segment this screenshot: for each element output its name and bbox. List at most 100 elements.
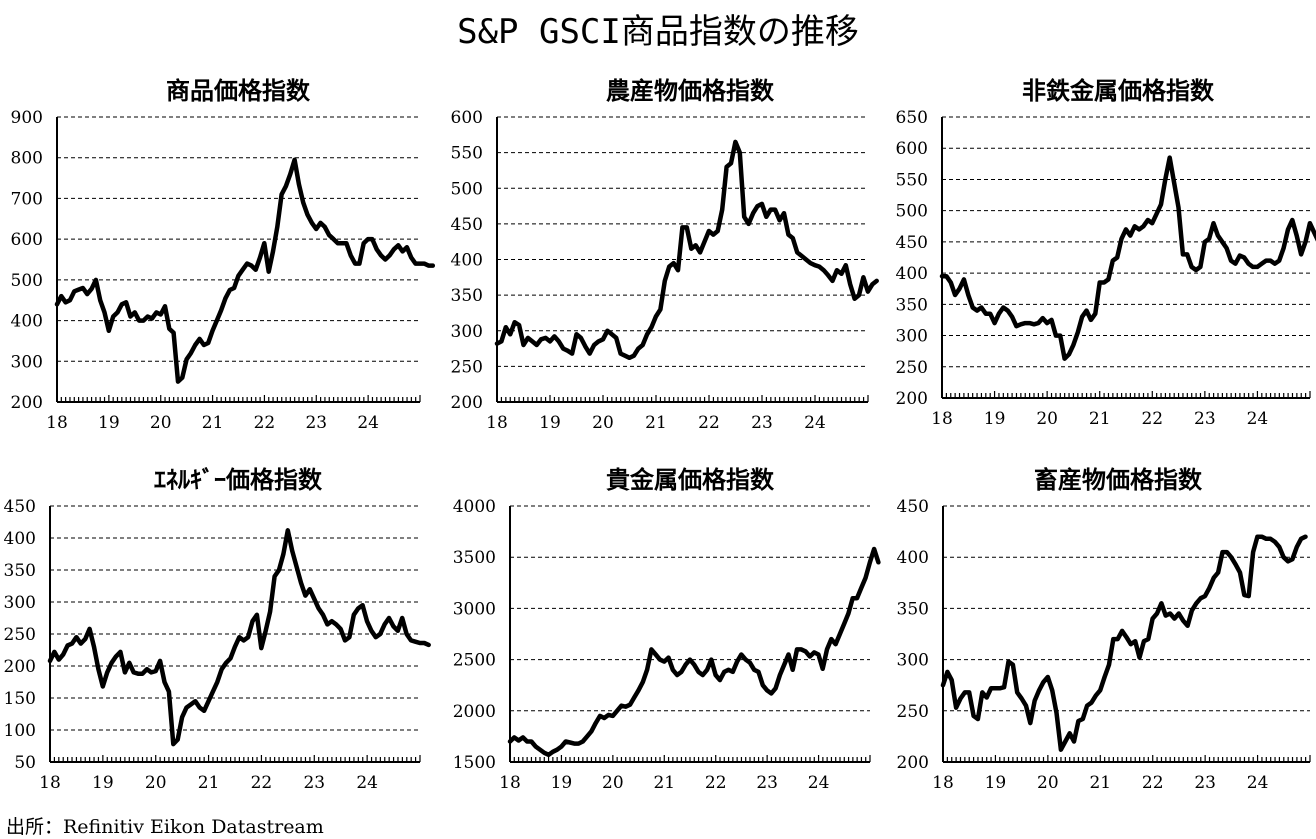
y-tick-label: 400: [451, 251, 483, 271]
chart-panel-5: 貴金属価格指数 1500 2000 2500 3000 3500 4000 18 19 20 21 2…: [453, 466, 881, 793]
y-tick-label: 50: [14, 753, 36, 773]
y-tick-label: 500: [896, 202, 928, 222]
x-tick-label: 20: [1037, 773, 1059, 793]
y-tick-label: 250: [897, 702, 929, 722]
y-tick-label: 2000: [453, 702, 496, 722]
y-tick-label: 800: [11, 149, 43, 169]
x-tick-label: 23: [303, 773, 325, 793]
y-tick-label: 500: [11, 271, 43, 291]
y-tick-label: 300: [451, 322, 483, 342]
y-tick-label: 200: [11, 393, 43, 413]
chart-title: 貴金属価格指数: [606, 466, 775, 494]
x-tick-label: 19: [984, 409, 1006, 429]
x-tick-label: 19: [539, 413, 561, 433]
y-tick-label: 250: [451, 357, 483, 377]
x-tick-label: 22: [1141, 409, 1163, 429]
x-tick-label: 19: [98, 413, 120, 433]
series-line: [494, 139, 879, 361]
y-tick-label: 200: [4, 657, 36, 677]
y-tick-label: 550: [896, 170, 928, 190]
series-line: [507, 546, 881, 758]
y-tick-label: 300: [4, 593, 36, 613]
x-tick-label: 24: [808, 773, 830, 793]
x-tick-label: 22: [705, 773, 727, 793]
x-tick-label: 20: [145, 773, 167, 793]
chart-title: 商品価格指数: [166, 77, 311, 105]
y-tick-label: 350: [451, 286, 483, 306]
chart-panel-3: 非鉄金属価格指数 200 250 300 350 400 450 500 550 600 650 18…: [896, 77, 1316, 429]
x-tick-label: 21: [645, 413, 667, 433]
x-tick-label: 22: [251, 773, 273, 793]
x-tick-label: 23: [305, 413, 327, 433]
y-tick-label: 450: [897, 497, 929, 517]
y-tick-label: 200: [451, 393, 483, 413]
x-tick-label: 21: [1089, 773, 1111, 793]
y-tick-label: 200: [897, 753, 929, 773]
x-tick-label: 18: [931, 409, 953, 429]
x-tick-label: 18: [499, 773, 521, 793]
source-note: 出所：Refinitiv Eikon Datastream: [6, 816, 324, 838]
main-title: S&P GSCI商品指数の推移: [457, 12, 859, 52]
y-tick-label: 600: [11, 230, 43, 250]
y-tick-label: 450: [4, 497, 36, 517]
x-tick-label: 24: [357, 413, 379, 433]
y-tick-label: 150: [4, 689, 36, 709]
chart-panel-4: ｴﾈﾙｷﾞｰ価格指数 50 100 150 200 250 300 350 400 450 18 19…: [4, 466, 431, 793]
x-tick-label: 20: [1036, 409, 1058, 429]
x-tick-label: 24: [1247, 409, 1269, 429]
x-tick-label: 21: [198, 773, 220, 793]
y-tick-label: 400: [4, 529, 36, 549]
x-tick-label: 19: [551, 773, 573, 793]
y-tick-label: 550: [451, 144, 483, 164]
series-line: [939, 155, 1316, 361]
chart-title: ｴﾈﾙｷﾞｰ価格指数: [154, 466, 323, 494]
series-line: [940, 534, 1308, 752]
y-tick-label: 250: [4, 625, 36, 645]
y-tick-label: 3500: [453, 548, 496, 568]
y-tick-label: 600: [451, 108, 483, 128]
y-tick-label: 350: [4, 561, 36, 581]
x-tick-label: 20: [592, 413, 614, 433]
series-line: [47, 528, 431, 747]
x-tick-label: 23: [1194, 773, 1216, 793]
x-tick-label: 22: [698, 413, 720, 433]
series-line: [54, 157, 436, 384]
x-tick-label: 23: [751, 413, 773, 433]
x-tick-label: 23: [1194, 409, 1216, 429]
y-tick-label: 650: [896, 108, 928, 128]
y-tick-label: 200: [896, 389, 928, 409]
x-tick-label: 21: [202, 413, 224, 433]
y-tick-label: 700: [11, 189, 43, 209]
y-tick-label: 300: [896, 327, 928, 347]
x-tick-label: 18: [39, 773, 61, 793]
y-tick-label: 450: [896, 233, 928, 253]
x-tick-label: 20: [602, 773, 624, 793]
y-tick-label: 400: [11, 312, 43, 332]
y-tick-label: 450: [451, 215, 483, 235]
chart-title: 畜産物価格指数: [1034, 466, 1203, 494]
y-tick-label: 350: [897, 599, 929, 619]
x-tick-label: 18: [932, 773, 954, 793]
x-tick-label: 18: [486, 413, 508, 433]
y-tick-label: 1500: [453, 753, 496, 773]
x-tick-label: 24: [804, 413, 826, 433]
y-tick-label: 600: [896, 139, 928, 159]
y-tick-label: 900: [11, 108, 43, 128]
chart-panel-6: 畜産物価格指数 200 250 300 350 400 450 18 19 20 21 22 23 24: [897, 466, 1311, 793]
x-tick-label: 22: [1142, 773, 1164, 793]
y-tick-label: 300: [897, 651, 929, 671]
y-tick-label: 4000: [453, 497, 496, 517]
x-tick-label: 21: [653, 773, 675, 793]
y-tick-label: 2500: [453, 651, 496, 671]
x-tick-label: 19: [985, 773, 1007, 793]
x-tick-label: 22: [254, 413, 276, 433]
y-tick-label: 500: [451, 179, 483, 199]
y-tick-label: 400: [896, 264, 928, 284]
y-tick-label: 250: [896, 358, 928, 378]
x-tick-label: 23: [756, 773, 778, 793]
y-tick-label: 350: [896, 295, 928, 315]
x-tick-label: 20: [150, 413, 172, 433]
x-tick-label: 21: [1089, 409, 1111, 429]
chart-panel-1: 商品価格指数 200 300 400 500 600 700 800 900 18 19 20 21 22…: [11, 77, 436, 433]
